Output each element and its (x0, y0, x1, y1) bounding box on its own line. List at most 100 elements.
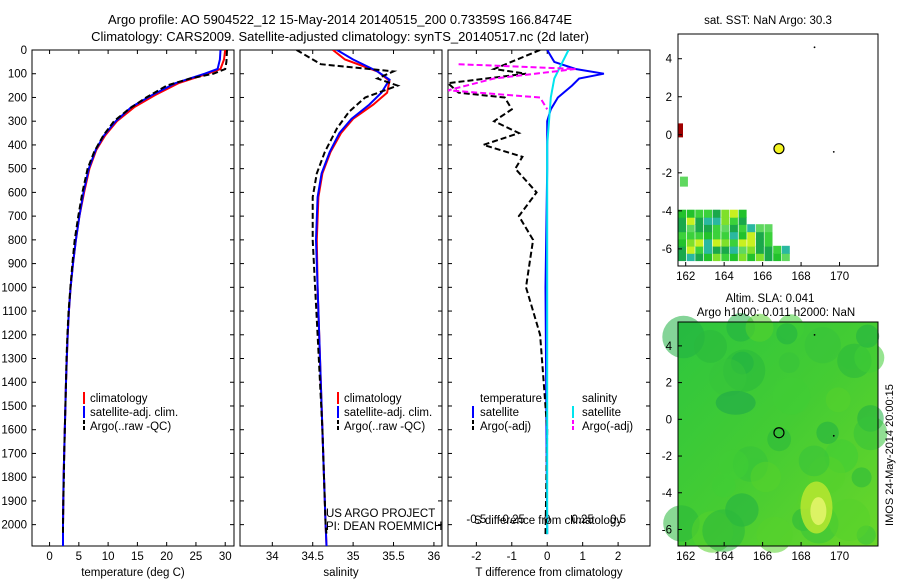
sst-pixel (781, 245, 790, 254)
sst-pixel (686, 245, 695, 254)
sla-blob (718, 449, 749, 480)
sla-blob (712, 473, 736, 498)
sst-pixel (729, 209, 738, 218)
sst-pixel (678, 245, 686, 254)
sst-pixel (678, 209, 686, 218)
salinity-axes-box (239, 49, 443, 547)
sst-pixel (704, 209, 712, 218)
sst-pixel (738, 231, 747, 240)
diff-legend-temp-argo: Argo(-adj) (480, 421, 531, 433)
sla-blob (694, 329, 727, 363)
depth-tick-label: 1300 (1, 354, 27, 366)
temperature-xtick-label: 30 (219, 551, 232, 563)
sla-blob (828, 498, 871, 541)
sla-blob (854, 342, 885, 373)
imos-timestamp: IMOS 24-May-2014 20:00:15 (884, 384, 896, 526)
sst-pixel (695, 231, 704, 240)
difference-axes-box (447, 49, 651, 547)
sla-argo-position-marker (773, 427, 785, 439)
sst-pixel (704, 216, 712, 225)
sst-pixel (686, 238, 695, 247)
sst-float-dot (832, 151, 835, 153)
temperature-xtick-label: 10 (102, 551, 115, 563)
depth-tick-label: 1800 (1, 472, 27, 484)
sla-blob (798, 445, 830, 477)
sst-pixel (738, 253, 747, 262)
sla-blob (772, 377, 811, 415)
sla-map-ytick-label: 4 (666, 341, 673, 353)
sst-pixel (755, 238, 764, 247)
project-line1: US ARGO PROJECT (326, 508, 435, 520)
sst-pixel (781, 253, 790, 262)
depth-tick-label: 1900 (1, 496, 27, 508)
sst-argo-position-marker (773, 143, 785, 155)
project-line2: PI: DEAN ROEMMICH (326, 521, 442, 533)
sst-pixel (695, 245, 704, 254)
sla-blob (745, 313, 774, 342)
temperature-xtick-label: 5 (76, 551, 82, 563)
sst-pixel (721, 209, 730, 218)
sst-pixel (686, 231, 695, 240)
salinity-xtick-label: 35.5 (382, 551, 404, 563)
sla-blob (778, 352, 800, 373)
sst-pixel (773, 245, 782, 254)
sla-float-dot (813, 333, 816, 336)
sst-pixel (712, 238, 721, 247)
salinity-legend: climatology satellite-adj. clim. Argo(..… (337, 392, 432, 433)
sst-map-ytick-label: -2 (662, 168, 672, 180)
sst-map-ytick-label: -6 (662, 244, 672, 256)
sst-pixel (712, 253, 721, 262)
sst-pixel (686, 224, 695, 233)
depth-tick-label: 1600 (1, 425, 27, 437)
depth-tick-label: 900 (8, 259, 27, 271)
salinity-xlabel: salinity (323, 567, 358, 579)
temperature-xtick-label: 25 (190, 551, 203, 563)
depth-tick-label: 200 (8, 92, 27, 104)
legend-sat: satellite-adj. clim. (90, 407, 178, 419)
depth-tick-label: 1100 (2, 306, 27, 318)
sla-map-xtick-label: 168 (791, 551, 810, 563)
sla-blob (851, 467, 872, 488)
sst-pixel (755, 231, 764, 240)
diff-legend-sal-argo: Argo(-adj) (582, 421, 633, 433)
sst-map-xtick-label: 162 (676, 271, 695, 283)
depth-tick-label: 300 (8, 116, 27, 128)
sst-map-xtick-label: 166 (753, 271, 772, 283)
sst-pixel (686, 216, 695, 225)
depth-tick-label: 1200 (1, 330, 27, 342)
sst-pixel (755, 224, 764, 233)
sla-map-ytick-label: 2 (666, 378, 672, 390)
sst-pixel (729, 245, 738, 254)
sst-pixel (764, 231, 773, 240)
sla-blob (804, 327, 841, 364)
sst-pixel (695, 253, 704, 262)
sst-pixel (764, 245, 773, 254)
sla-blob (663, 505, 700, 542)
depth-tick-label: 1700 (1, 448, 27, 460)
sst-pixel (686, 209, 695, 218)
sst-pixel (747, 253, 756, 262)
map2-title-line1: Altim. SLA: 0.041 (726, 293, 815, 305)
sst-pixel (695, 238, 704, 247)
salinity-series-argo-raw-qc- (296, 50, 401, 535)
sst-map-xtick-label: 168 (791, 271, 810, 283)
sla-blob (816, 421, 839, 444)
sst-pixel (747, 245, 756, 254)
sst-pixel (678, 238, 686, 247)
map2-title-line2: Argo h1000: 0.011 h2000: NaN (697, 307, 855, 319)
difference-panel: -2 -1 0 1 2-0.5 -0.25 0 0.25 0.5T difference fro… (447, 49, 651, 579)
sst-pixel (738, 238, 747, 247)
difference-xlabel: T difference from climatology (475, 567, 622, 579)
sst-pixel (764, 253, 773, 262)
sla-map-ytick-label: 0 (666, 414, 672, 426)
temperature-panel: 0100200300400500600700800900100011001200… (1, 45, 235, 579)
depth-tick-label: 1500 (1, 401, 27, 413)
sst-pixel (678, 123, 683, 138)
difference-series-salinity-satellite (546, 50, 570, 535)
sst-pixel (678, 216, 686, 225)
difference-xtick-label: -2 (471, 551, 481, 563)
sla-blob (767, 427, 792, 452)
temperature-legend: climatology satellite-adj. clim. Argo(..… (83, 392, 178, 433)
sst-pixel (721, 245, 730, 254)
sst-pixel (755, 253, 764, 262)
